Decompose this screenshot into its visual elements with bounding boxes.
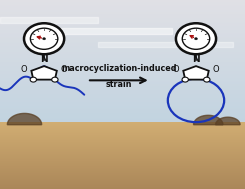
Circle shape [30,77,37,82]
Text: O: O [61,65,68,74]
Polygon shape [194,115,223,125]
Text: strain: strain [106,80,132,89]
Text: macrocyclization-induced: macrocyclization-induced [61,64,177,74]
Polygon shape [216,117,240,125]
Circle shape [195,38,197,40]
Polygon shape [183,66,209,80]
Circle shape [182,77,188,82]
Circle shape [52,77,58,82]
Text: O: O [172,65,179,74]
Polygon shape [7,113,42,125]
Text: O: O [21,65,27,74]
Text: N: N [192,55,200,64]
Circle shape [24,23,64,54]
Circle shape [204,77,210,82]
Circle shape [30,28,58,49]
Text: O: O [213,65,220,74]
Circle shape [182,28,210,49]
Circle shape [43,38,46,40]
Circle shape [176,23,216,54]
Text: N: N [40,55,48,64]
Polygon shape [31,66,57,80]
